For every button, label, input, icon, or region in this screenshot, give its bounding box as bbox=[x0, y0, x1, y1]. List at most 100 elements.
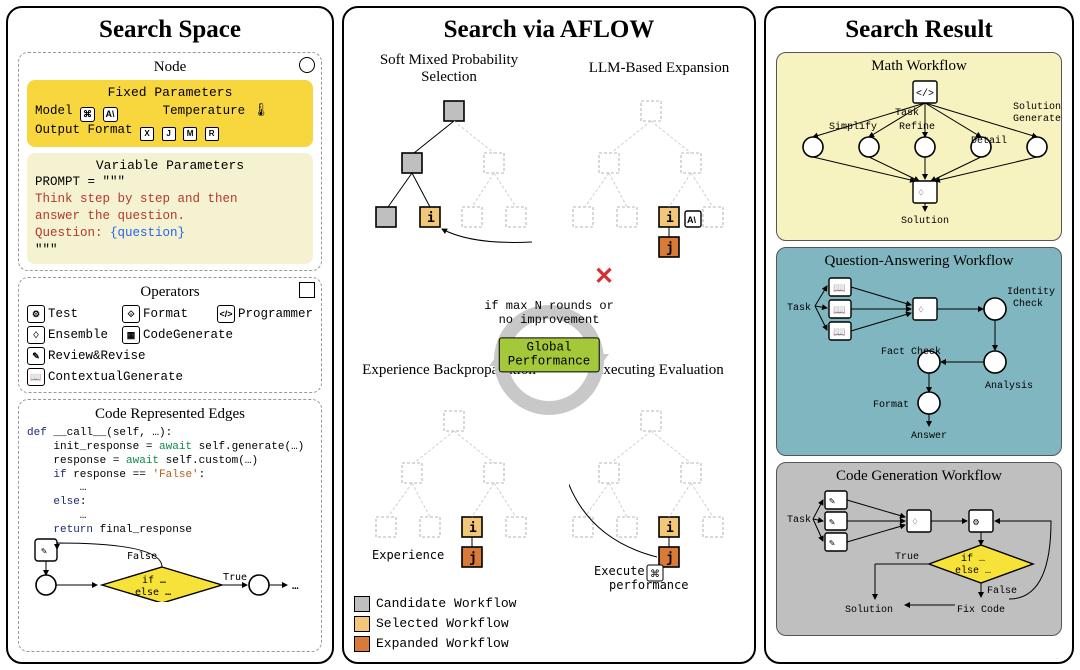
svg-text:i: i bbox=[666, 211, 674, 226]
svg-text:📖: 📖 bbox=[833, 327, 845, 339]
math-diagram: </> Task Simplify Refine Detail Solution… bbox=[785, 77, 1065, 227]
svg-text:✎: ✎ bbox=[829, 497, 835, 508]
panel-search-space: Search Space Node Fixed Parameters Model… bbox=[6, 6, 334, 664]
edges-box: Code Represented Edges def __call__(self… bbox=[18, 399, 322, 652]
tree-q3: i j Experience bbox=[372, 407, 537, 582]
svg-text:♢: ♢ bbox=[912, 518, 918, 529]
node-title: Node bbox=[27, 59, 313, 76]
qa-diagram: Task 📖 📖 📖 ♢ IdentityCheck Analysis Fact… bbox=[785, 272, 1065, 442]
svg-text:Identity: Identity bbox=[1007, 286, 1055, 298]
legend-candidate-icon bbox=[354, 596, 370, 612]
panel-search-result: Search Result Math Workflow </> Task Sim… bbox=[764, 6, 1074, 664]
output-row: Output Format X J M R bbox=[35, 122, 305, 141]
svg-text:Experience: Experience bbox=[372, 548, 444, 562]
svg-text:Task: Task bbox=[787, 302, 811, 314]
file-json-icon: J bbox=[162, 127, 176, 141]
model-row: Model ⌘ A\ Temperature 🌡 bbox=[35, 102, 305, 122]
svg-text:♢: ♢ bbox=[918, 306, 924, 317]
svg-text:</>: </> bbox=[916, 88, 934, 100]
operators-badge-icon bbox=[299, 282, 315, 298]
svg-text:Check: Check bbox=[1013, 298, 1043, 310]
svg-text:Detail: Detail bbox=[971, 135, 1007, 147]
svg-text:False: False bbox=[987, 585, 1017, 597]
svg-text:True: True bbox=[223, 572, 247, 583]
svg-text:Fact Check: Fact Check bbox=[881, 346, 941, 358]
anthropic-icon: A\ bbox=[103, 107, 118, 122]
global-performance: Global Performance bbox=[499, 337, 600, 372]
fixed-params-title: Fixed Parameters bbox=[35, 84, 305, 102]
svg-text:i: i bbox=[666, 521, 674, 536]
openai-icon: ⌘ bbox=[80, 107, 95, 122]
svg-text:True: True bbox=[895, 552, 919, 563]
svg-text:Answer: Answer bbox=[911, 431, 947, 442]
prompt-code: PROMPT = """ Think step by step and then… bbox=[35, 174, 305, 258]
edges-code: def __call__(self, …): init_response = a… bbox=[27, 427, 313, 537]
panel-search-aflow: Search via AFLOW Soft Mixed Probability … bbox=[342, 6, 756, 664]
svg-text:Fix Code: Fix Code bbox=[957, 604, 1005, 616]
node-badge-icon bbox=[299, 57, 315, 73]
svg-text:if …: if … bbox=[142, 575, 166, 586]
svg-text:j: j bbox=[469, 551, 477, 566]
svg-text:Task: Task bbox=[787, 514, 811, 526]
svg-text:performance: performance bbox=[609, 578, 688, 592]
file-xml-icon: X bbox=[140, 127, 154, 141]
stop-condition: if max N rounds or no improvement bbox=[484, 299, 614, 327]
svg-text:Solution: Solution bbox=[901, 215, 949, 227]
svg-text:✎: ✎ bbox=[829, 518, 835, 529]
operators-box: Operators ⚙Test ⟐Format </>Programmer ♢E… bbox=[18, 277, 322, 393]
edges-diagram: ✎ if … else … False True … bbox=[27, 537, 327, 602]
node-box: Node Fixed Parameters Model ⌘ A\ Tempera… bbox=[18, 52, 322, 271]
svg-text:Simplify: Simplify bbox=[829, 121, 877, 133]
svg-text:else …: else … bbox=[955, 565, 991, 577]
svg-text:Analysis: Analysis bbox=[985, 380, 1033, 392]
code-workflow: Code Generation Workflow Task ✎ ✎ ✎ ♢ ⚙ … bbox=[776, 462, 1062, 636]
svg-text:…: … bbox=[292, 579, 299, 592]
operators-title: Operators bbox=[27, 284, 313, 301]
svg-text:♢: ♢ bbox=[918, 189, 924, 200]
svg-text:j: j bbox=[666, 241, 674, 256]
svg-text:j: j bbox=[666, 551, 674, 566]
svg-text:if …: if … bbox=[961, 553, 985, 565]
var-params: Variable Parameters PROMPT = """ Think s… bbox=[27, 153, 313, 265]
qa-title: Question-Answering Workflow bbox=[785, 253, 1053, 270]
format-icon: ⟐ bbox=[122, 305, 140, 323]
var-params-title: Variable Parameters bbox=[35, 157, 305, 175]
gear-icon: ⚙ bbox=[27, 305, 45, 323]
panel-title-right: Search Result bbox=[776, 16, 1062, 44]
q2-title: LLM-Based Expansion bbox=[574, 60, 744, 77]
svg-text:📖: 📖 bbox=[833, 283, 845, 295]
code-icon: </> bbox=[217, 305, 235, 323]
legend-selected-icon bbox=[354, 616, 370, 632]
legend: Candidate Workflow Selected Workflow Exp… bbox=[354, 592, 516, 652]
codegen-icon: ▦ bbox=[122, 326, 140, 344]
svg-text:✎: ✎ bbox=[41, 546, 47, 557]
tree-q1: i bbox=[372, 97, 537, 247]
math-title: Math Workflow bbox=[785, 58, 1053, 75]
svg-text:Execute: Execute bbox=[594, 564, 645, 578]
svg-text:✎: ✎ bbox=[829, 539, 835, 550]
panel-title-mid: Search via AFLOW bbox=[354, 16, 744, 44]
svg-text:Generate: Generate bbox=[1013, 114, 1061, 125]
operators-grid: ⚙Test ⟐Format </>Programmer ♢Ensemble ▦C… bbox=[27, 305, 313, 386]
svg-text:⚙: ⚙ bbox=[972, 518, 979, 529]
svg-text:📖: 📖 bbox=[833, 305, 845, 317]
svg-text:Solution: Solution bbox=[1013, 101, 1061, 113]
aflow-diagram: Soft Mixed Probability Selection LLM-Bas… bbox=[354, 52, 744, 652]
svg-text:i: i bbox=[469, 521, 477, 536]
qa-workflow: Question-Answering Workflow Task 📖 📖 📖 ♢… bbox=[776, 247, 1062, 456]
svg-text:i: i bbox=[427, 211, 435, 226]
code-title: Code Generation Workflow bbox=[785, 468, 1053, 485]
panel-title-left: Search Space bbox=[18, 16, 322, 44]
math-workflow: Math Workflow </> Task Simplify Refine D… bbox=[776, 52, 1062, 241]
legend-expanded-icon bbox=[354, 636, 370, 652]
context-icon: 📖 bbox=[27, 368, 45, 386]
svg-text:Refine: Refine bbox=[899, 121, 935, 133]
code-diagram: Task ✎ ✎ ✎ ♢ ⚙ if …else … True False Sol… bbox=[785, 487, 1065, 622]
review-icon: ✎ bbox=[27, 347, 45, 365]
edges-title: Code Represented Edges bbox=[27, 406, 313, 423]
svg-text:A\: A\ bbox=[687, 215, 696, 225]
file-raw-icon: R bbox=[205, 127, 219, 141]
svg-text:False: False bbox=[127, 551, 157, 562]
tree-q2: i A\ j bbox=[569, 97, 734, 267]
thermometer-icon: 🌡 bbox=[253, 103, 270, 118]
